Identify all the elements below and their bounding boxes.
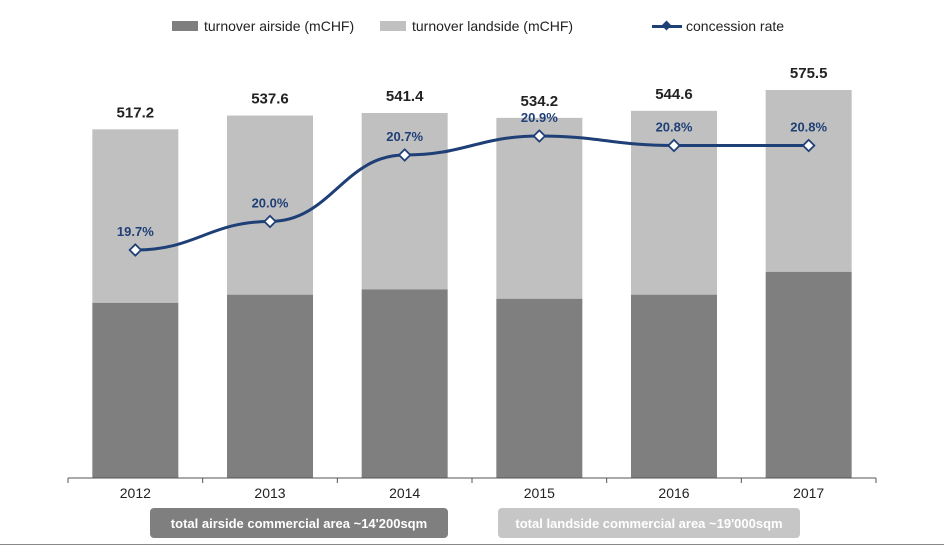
bar-landside-2014 — [361, 112, 448, 290]
bar-landside-2017 — [765, 90, 852, 272]
total-label-2015: 534.2 — [521, 93, 559, 110]
rate-marker-2017 — [801, 138, 816, 153]
legend-item-airside: turnover airside (mCHF) — [172, 18, 354, 34]
x-tick-label-2012: 2012 — [120, 485, 151, 501]
footer-airside-area: total airside commercial area ~14'200sqm — [150, 508, 448, 538]
bottom-rule — [0, 544, 944, 545]
x-tick-label-2017: 2017 — [793, 485, 824, 501]
bar-airside-2015 — [496, 298, 583, 478]
concession-rate-line — [135, 134, 809, 252]
x-tick-label-2013: 2013 — [254, 485, 285, 501]
total-label-2016: 544.6 — [655, 86, 693, 103]
rate-label-2013: 20.0% — [252, 196, 289, 211]
total-label-2013: 537.6 — [251, 91, 289, 108]
rate-marker-2016 — [667, 138, 681, 153]
total-label-2014: 541.4 — [386, 88, 424, 105]
rate-marker-2014 — [397, 148, 412, 162]
legend-label-airside: turnover airside (mCHF) — [204, 18, 355, 34]
bar-airside-2016 — [631, 294, 717, 478]
legend-swatch-landside — [380, 21, 406, 31]
bar-landside-2013 — [227, 115, 313, 295]
bar-landside-2016 — [631, 110, 717, 295]
rate-label-2017: 20.8% — [790, 120, 827, 135]
rate-label-2014: 20.7% — [386, 129, 423, 144]
legend-label-rate: concession rate — [686, 18, 785, 34]
bar-airside-2012 — [92, 302, 179, 478]
rate-label-2015: 20.9% — [521, 110, 558, 125]
total-label-2012: 517.2 — [117, 104, 155, 121]
rate-marker-2012 — [128, 243, 143, 257]
footer-landside-area: total landside commercial area ~19'000sq… — [498, 508, 800, 538]
legend-item-landside: turnover landside (mCHF) — [380, 18, 573, 34]
x-tick-label-2015: 2015 — [524, 485, 555, 501]
rate-marker-2015 — [532, 129, 547, 143]
bar-airside-2014 — [361, 289, 448, 478]
legend-label-landside: turnover landside (mCHF) — [412, 18, 574, 34]
legend: turnover airside (mCHF) turnover landsid… — [0, 18, 944, 42]
rate-label-2012: 19.7% — [117, 224, 154, 239]
total-label-2017: 575.5 — [790, 65, 828, 82]
bar-landside-2015 — [496, 117, 583, 299]
rate-marker-2013 — [263, 214, 277, 229]
x-tick-label-2014: 2014 — [389, 485, 420, 501]
legend-item-rate: concession rate — [652, 18, 784, 34]
legend-swatch-airside — [172, 21, 198, 31]
x-tick-label-2016: 2016 — [658, 485, 689, 501]
rate-label-2016: 20.8% — [656, 120, 693, 135]
bar-airside-2017 — [765, 271, 852, 478]
bar-landside-2012 — [92, 129, 179, 303]
bar-airside-2013 — [227, 294, 313, 478]
legend-swatch-rate — [652, 21, 682, 31]
